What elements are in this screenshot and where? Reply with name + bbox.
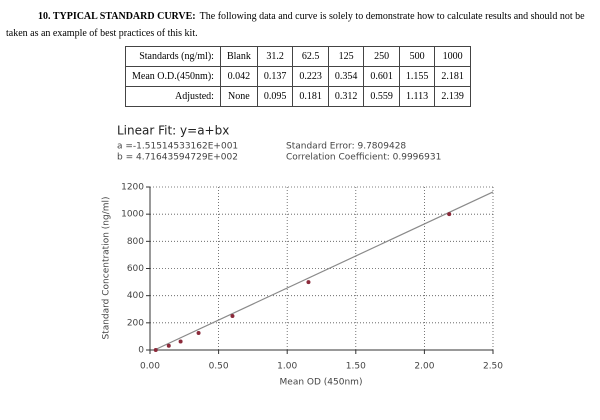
data-point bbox=[306, 280, 311, 285]
data-point bbox=[196, 331, 201, 336]
y-tick-label: 1200 bbox=[121, 183, 144, 193]
fit-b: b = 4.71643594729E+002 bbox=[117, 153, 238, 163]
table-cell: None bbox=[219, 86, 258, 107]
data-point bbox=[153, 348, 158, 352]
x-axis-label: Mean OD (450nm) bbox=[280, 378, 363, 388]
correlation: Correlation Coefficient: 0.9996931 bbox=[286, 153, 441, 163]
x-tick-label: 0.00 bbox=[140, 362, 160, 372]
table-cell: 2.139 bbox=[434, 86, 471, 107]
y-tick-label: 600 bbox=[127, 264, 144, 274]
table-row: Adjusted: None 0.095 0.181 0.312 0.559 1.113 2.… bbox=[125, 86, 471, 107]
heading-text: The following data and curve is solely t… bbox=[6, 11, 585, 39]
heading: 10. TYPICAL STANDARD CURVE: The following… bbox=[6, 8, 594, 42]
x-tick-label: 2.00 bbox=[414, 362, 434, 372]
data-point bbox=[166, 343, 171, 348]
data-point bbox=[178, 339, 183, 344]
heading-label: 10. TYPICAL STANDARD CURVE: bbox=[38, 11, 196, 22]
y-axis-label: Standard Concentration (ng/ml) bbox=[102, 196, 112, 339]
y-tick-label: 1000 bbox=[121, 210, 144, 220]
row-header: Adjusted: bbox=[125, 86, 221, 107]
chart-title: Linear Fit: y=a+bx bbox=[117, 124, 229, 138]
y-tick-label: 200 bbox=[127, 318, 144, 328]
y-tick-label: 0 bbox=[138, 346, 144, 356]
x-tick-label: 2.50 bbox=[483, 362, 503, 372]
table-row: Mean O.D.(450nm): 0.042 0.137 0.223 0.354 0.6… bbox=[125, 66, 471, 87]
table-cell: 0.559 bbox=[363, 86, 400, 107]
standard-error: Standard Error: 9.7809428 bbox=[286, 142, 406, 152]
fit-a: a =-1.51514533162E+001 bbox=[117, 142, 238, 152]
x-tick-label: 0.50 bbox=[209, 362, 229, 372]
x-tick-label: 1.50 bbox=[346, 362, 366, 372]
y-tick-label: 800 bbox=[127, 237, 144, 247]
standards-table: Standards (ng/ml): Blank 31.2 62.5 125 250 500… bbox=[125, 46, 471, 107]
table-cell: 0.042 bbox=[219, 66, 258, 87]
data-point bbox=[447, 212, 452, 217]
x-tick-label: 1.00 bbox=[277, 362, 297, 372]
data-point bbox=[230, 314, 235, 319]
fit-line bbox=[155, 191, 494, 350]
y-tick-label: 400 bbox=[127, 291, 144, 301]
